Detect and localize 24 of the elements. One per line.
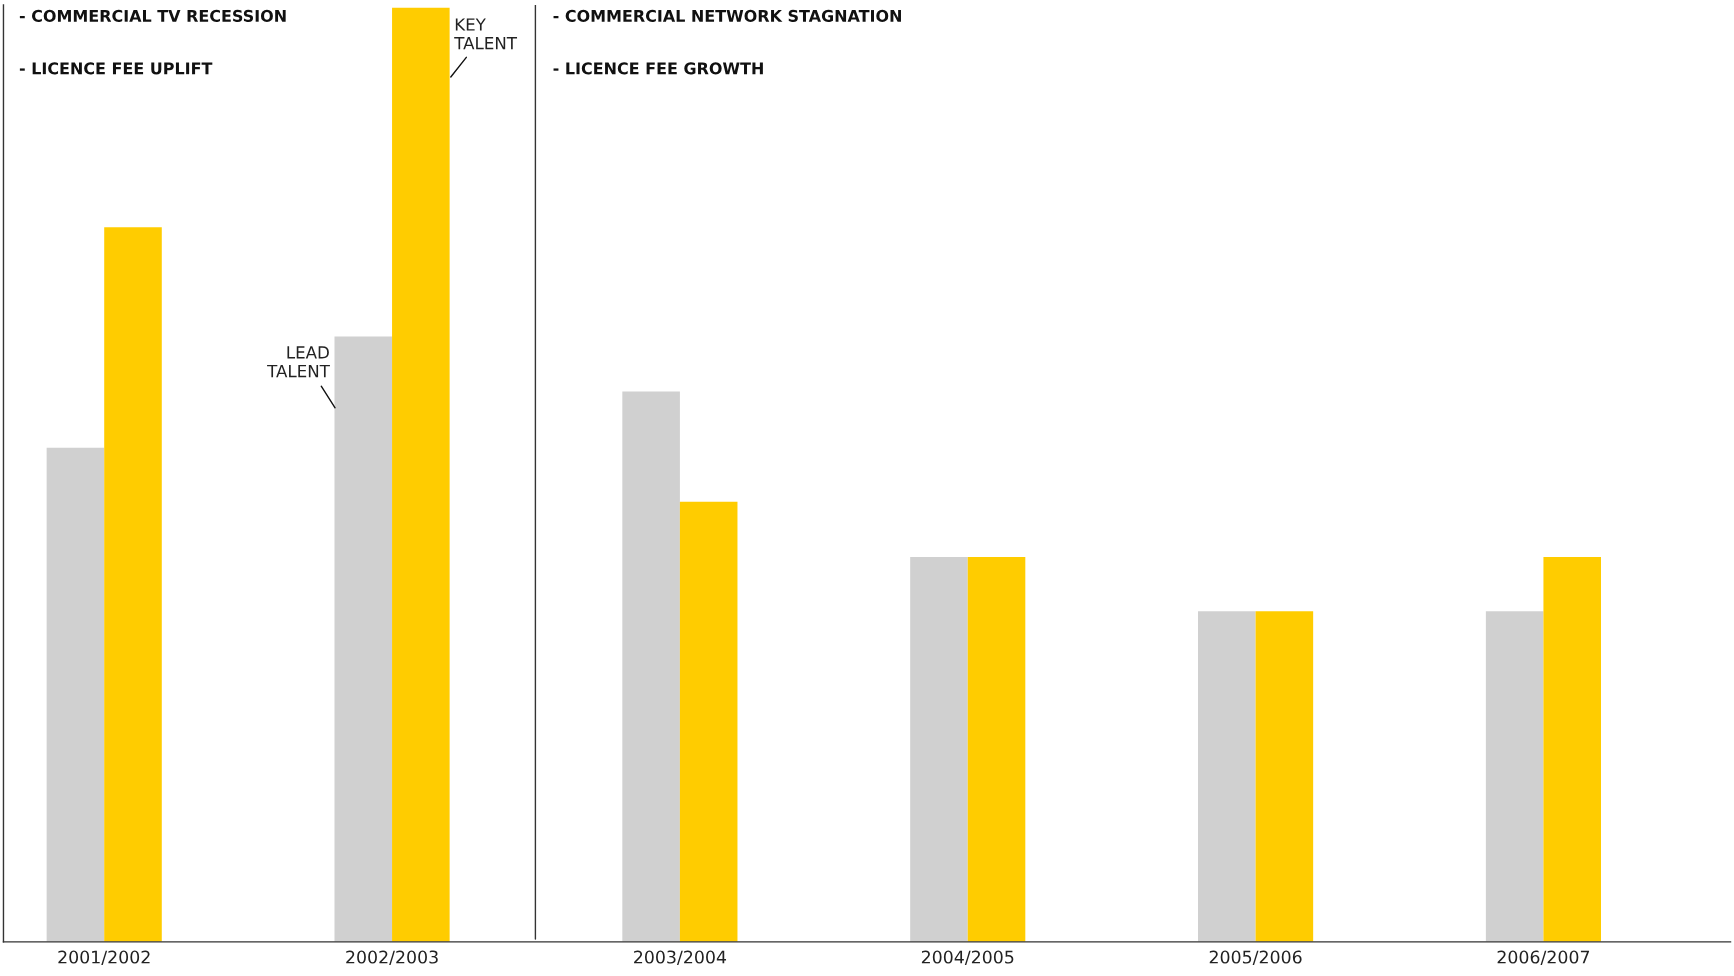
bar [622, 391, 680, 942]
annotation: LEAD TALENT [267, 346, 330, 378]
annotation: - LICENCE FEE UPLIFT [19, 62, 213, 75]
annotation: - COMMERCIAL NETWORK STAGNATION [553, 9, 901, 22]
bar [910, 556, 968, 942]
x-tick-label: 2004/2005 [921, 950, 1014, 965]
bar [392, 7, 450, 942]
bar [1485, 611, 1544, 942]
bar [1198, 611, 1256, 942]
bar [967, 556, 1026, 942]
x-tick-label: 2003/2004 [634, 950, 727, 965]
bar [334, 336, 393, 942]
bar [679, 501, 738, 942]
x-tick-label: 2002/2003 [346, 950, 438, 965]
bar [104, 227, 162, 942]
annotation: KEY TALENT [454, 18, 518, 50]
annotation: - LICENCE FEE GROWTH [553, 62, 763, 75]
annotation: - COMMERCIAL TV RECESSION [19, 9, 286, 22]
x-tick-label: 2006/2007 [1497, 950, 1590, 965]
x-tick-label: 2005/2006 [1209, 950, 1302, 965]
bar [46, 447, 105, 942]
bar [1543, 556, 1601, 942]
x-tick-label: 2001/2002 [58, 950, 150, 965]
bar [1255, 611, 1314, 942]
